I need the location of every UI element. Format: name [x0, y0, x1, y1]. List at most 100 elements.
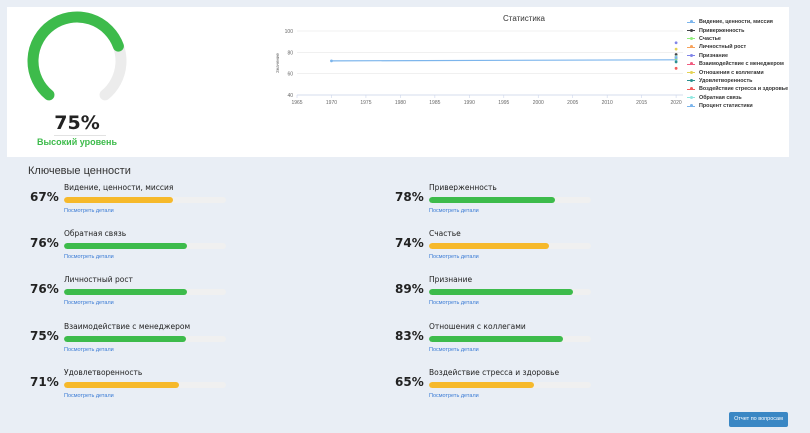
value-name: Счастье [429, 229, 461, 239]
x-tick-label: 2005 [567, 100, 578, 106]
legend-marker-icon [687, 104, 695, 108]
series-point [674, 56, 678, 60]
legend-item[interactable]: Отношения с коллегами [687, 68, 791, 76]
legend-item[interactable]: Приверженность [687, 26, 791, 34]
value-item: 83% Отношения с коллегами Посмотреть детал… [395, 322, 595, 362]
x-tick-label: 2020 [671, 100, 682, 106]
y-tick-label: 40 [287, 93, 293, 99]
value-progress-fill [64, 289, 188, 296]
legend-item[interactable]: Признание [687, 52, 791, 60]
chart-legend: Видение, ценности, миссия Приверженность С… [687, 18, 791, 110]
value-percent: 89% [395, 282, 424, 297]
series-point [674, 47, 678, 51]
score-divider [54, 135, 106, 136]
x-tick-label: 1975 [360, 100, 371, 106]
view-details-link[interactable]: Посмотреть детали [429, 208, 479, 214]
series-point [674, 66, 678, 70]
x-tick-label: 1995 [498, 100, 509, 106]
statistics-chart: Статистика 40 60 80 100 1965 1970 1975 1980 1985… [259, 7, 789, 137]
legend-item[interactable]: Личностный рост [687, 43, 791, 51]
value-percent: 71% [30, 374, 59, 389]
value-item: 76% Личностный рост Посмотреть детали [30, 275, 230, 315]
value-progress-track [64, 381, 226, 388]
value-name: Взаимодействие с менеджером [64, 321, 191, 331]
value-progress-track [429, 243, 591, 250]
view-details-link[interactable]: Посмотреть детали [64, 392, 114, 399]
view-details-link[interactable]: Посмотреть детали [64, 346, 114, 353]
value-progress-fill [64, 335, 186, 342]
values-section-title: Ключевые ценности [28, 165, 131, 177]
legend-label: Обратная связь [699, 94, 742, 101]
x-tick-label: 1980 [395, 100, 406, 106]
legend-marker-icon [687, 36, 695, 41]
value-name: Обратная связь [64, 229, 127, 239]
legend-label: Отношения с коллегами [699, 69, 764, 76]
legend-item[interactable]: Процент статистики [687, 102, 791, 110]
series-point [674, 53, 678, 56]
view-details-link[interactable]: Посмотреть детали [64, 300, 114, 307]
value-progress-track [64, 243, 226, 250]
view-details-link[interactable]: Посмотреть детали [64, 208, 114, 214]
value-name: Видение, ценности, миссия [64, 183, 174, 192]
legend-item[interactable]: Удовлетворенность [687, 77, 791, 85]
questions-report-button[interactable]: Отчет по вопросам [729, 412, 788, 427]
series-line [331, 59, 677, 62]
value-item: 67% Видение, ценности, миссия Посмотреть д… [30, 183, 230, 223]
legend-marker-icon [687, 78, 695, 83]
value-progress-fill [429, 381, 535, 388]
chart-plot: 40 60 80 100 1965 1970 1975 1980 1985 1990 1995 200… [275, 29, 683, 106]
legend-marker-icon [687, 70, 695, 75]
value-percent: 67% [30, 190, 59, 204]
x-tick-label: 2000 [533, 100, 544, 106]
value-name: Удовлетворенность [64, 367, 143, 377]
value-item: 78% Приверженность Посмотреть детали [395, 183, 595, 223]
value-name: Приверженность [429, 183, 497, 192]
value-progress-fill [64, 381, 180, 388]
value-progress-fill [429, 197, 556, 203]
view-details-link[interactable]: Посмотреть детали [64, 254, 114, 261]
value-percent: 65% [395, 374, 424, 389]
value-item: 75% Взаимодействие с менеджером Посмотреть… [30, 322, 230, 362]
legend-label: Процент статистики [699, 103, 753, 110]
score-gauge [27, 11, 137, 111]
value-percent: 75% [30, 328, 59, 343]
legend-marker-icon [687, 53, 695, 58]
value-progress-track [429, 381, 591, 388]
value-item: 76% Обратная связь Посмотреть детали [30, 229, 230, 269]
value-progress-track [64, 289, 226, 296]
y-axis-label: Значение [275, 53, 280, 73]
y-tick-label: 100 [285, 29, 294, 35]
legend-item[interactable]: Счастье [687, 35, 791, 43]
value-percent: 76% [30, 282, 59, 297]
legend-label: Признание [699, 52, 728, 59]
value-progress-fill [64, 243, 188, 250]
value-progress-fill [429, 335, 564, 342]
legend-label: Взаимодействие с менеджером [699, 61, 784, 68]
value-item: 74% Счастье Посмотреть детали [395, 229, 595, 269]
legend-item[interactable]: Обратная связь [687, 94, 791, 102]
x-tick-label: 1990 [464, 100, 475, 106]
view-details-link[interactable]: Посмотреть детали [429, 346, 479, 353]
view-details-link[interactable]: Посмотреть детали [429, 300, 479, 307]
legend-label: Удовлетворенность [699, 77, 753, 84]
legend-marker-icon [687, 95, 695, 100]
value-progress-track [429, 197, 591, 203]
view-details-link[interactable]: Посмотреть детали [429, 392, 479, 399]
value-name: Воздействие стресса и здоровье [429, 367, 560, 377]
legend-item[interactable]: Взаимодействие с менеджером [687, 60, 791, 68]
value-progress-fill [429, 289, 574, 296]
legend-marker-icon [687, 20, 695, 24]
view-details-link[interactable]: Посмотреть детали [429, 254, 479, 261]
value-percent: 83% [395, 328, 424, 343]
legend-item[interactable]: Видение, ценности, миссия [687, 18, 791, 26]
y-tick-label: 80 [287, 50, 293, 56]
legend-item[interactable]: Воздействие стресса и здоровье [687, 85, 791, 93]
x-tick-label: 1985 [429, 100, 440, 106]
value-progress-track [64, 335, 226, 342]
legend-marker-icon [687, 62, 695, 66]
legend-marker-icon [687, 28, 695, 33]
value-percent: 74% [395, 236, 424, 251]
value-name: Признание [429, 275, 473, 285]
value-progress-track [64, 197, 226, 203]
value-item: 89% Признание Посмотреть детали [395, 275, 595, 315]
